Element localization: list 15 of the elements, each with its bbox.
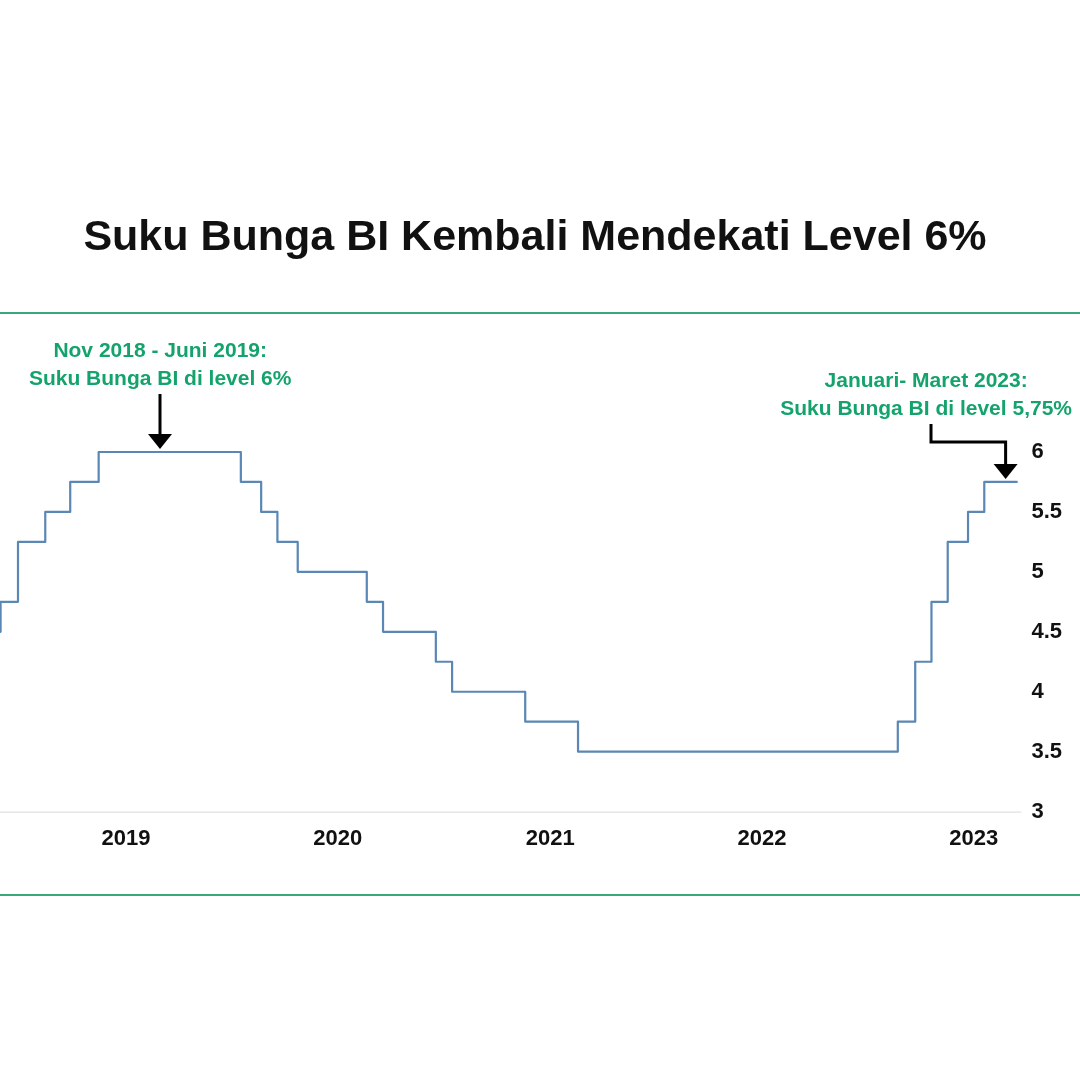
y-tick-label: 5.5 xyxy=(1031,498,1063,523)
y-tick-label: 5 xyxy=(1031,557,1044,583)
chart-title: Suku Bunga BI Kembali Mendekati Level 6% xyxy=(82,210,988,260)
x-tick-label: 2020 xyxy=(313,824,363,850)
annotation: Januari- Maret 2023: Suku Bunga BI di level 5,75% xyxy=(780,368,1073,420)
x-tick-label: 2022 xyxy=(737,824,787,850)
x-tick-label: 2023 xyxy=(949,824,999,850)
y-tick-label: 4 xyxy=(1031,677,1045,703)
x-tick-label: 2021 xyxy=(525,824,575,850)
x-tick-label: 2019 xyxy=(101,824,151,850)
annotation: Nov 2018 - Juni 2019: Suku Bunga BI di level 6% xyxy=(28,338,292,390)
y-tick-label: 4.5 xyxy=(1031,617,1063,643)
y-tick-label: 6 xyxy=(1031,438,1044,464)
y-tick-label: 3 xyxy=(1031,797,1044,823)
y-tick-label: 3.5 xyxy=(1031,737,1063,763)
